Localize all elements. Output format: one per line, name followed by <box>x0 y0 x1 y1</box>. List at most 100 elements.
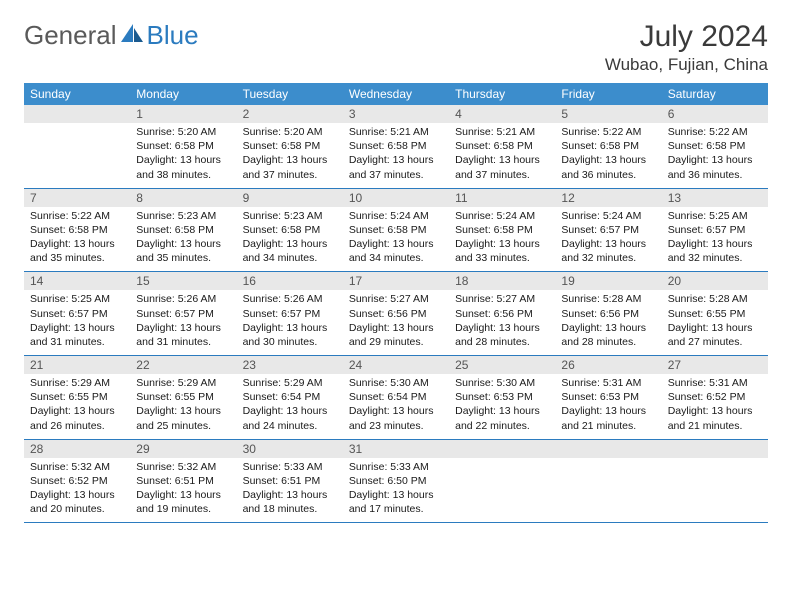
day-number: 20 <box>662 272 768 290</box>
calendar-cell <box>555 439 661 523</box>
calendar-cell: 16Sunrise: 5:26 AMSunset: 6:57 PMDayligh… <box>237 272 343 356</box>
weekday-header-row: Sunday Monday Tuesday Wednesday Thursday… <box>24 83 768 105</box>
calendar-cell: 5Sunrise: 5:22 AMSunset: 6:58 PMDaylight… <box>555 105 661 188</box>
day-content: Sunrise: 5:32 AMSunset: 6:52 PMDaylight:… <box>24 458 130 523</box>
day-content: Sunrise: 5:20 AMSunset: 6:58 PMDaylight:… <box>130 123 236 188</box>
weekday-header: Monday <box>130 83 236 105</box>
day-content: Sunrise: 5:23 AMSunset: 6:58 PMDaylight:… <box>237 207 343 272</box>
calendar-cell: 14Sunrise: 5:25 AMSunset: 6:57 PMDayligh… <box>24 272 130 356</box>
day-number: 25 <box>449 356 555 374</box>
calendar-cell: 10Sunrise: 5:24 AMSunset: 6:58 PMDayligh… <box>343 188 449 272</box>
day-number: 1 <box>130 105 236 123</box>
day-number: 11 <box>449 189 555 207</box>
calendar-cell: 29Sunrise: 5:32 AMSunset: 6:51 PMDayligh… <box>130 439 236 523</box>
calendar-cell: 3Sunrise: 5:21 AMSunset: 6:58 PMDaylight… <box>343 105 449 188</box>
calendar-week-row: 28Sunrise: 5:32 AMSunset: 6:52 PMDayligh… <box>24 439 768 523</box>
calendar-cell: 20Sunrise: 5:28 AMSunset: 6:55 PMDayligh… <box>662 272 768 356</box>
calendar-cell: 30Sunrise: 5:33 AMSunset: 6:51 PMDayligh… <box>237 439 343 523</box>
calendar-cell: 8Sunrise: 5:23 AMSunset: 6:58 PMDaylight… <box>130 188 236 272</box>
day-number: 3 <box>343 105 449 123</box>
day-number: 17 <box>343 272 449 290</box>
calendar-cell: 15Sunrise: 5:26 AMSunset: 6:57 PMDayligh… <box>130 272 236 356</box>
day-number: 18 <box>449 272 555 290</box>
weekday-header: Friday <box>555 83 661 105</box>
calendar-cell <box>662 439 768 523</box>
day-content: Sunrise: 5:27 AMSunset: 6:56 PMDaylight:… <box>449 290 555 355</box>
day-content: Sunrise: 5:29 AMSunset: 6:55 PMDaylight:… <box>130 374 236 439</box>
calendar-cell: 4Sunrise: 5:21 AMSunset: 6:58 PMDaylight… <box>449 105 555 188</box>
calendar-cell: 1Sunrise: 5:20 AMSunset: 6:58 PMDaylight… <box>130 105 236 188</box>
calendar-cell <box>24 105 130 188</box>
calendar-cell <box>449 439 555 523</box>
day-number: 22 <box>130 356 236 374</box>
day-content: Sunrise: 5:30 AMSunset: 6:54 PMDaylight:… <box>343 374 449 439</box>
day-content: Sunrise: 5:26 AMSunset: 6:57 PMDaylight:… <box>237 290 343 355</box>
day-content: Sunrise: 5:29 AMSunset: 6:54 PMDaylight:… <box>237 374 343 439</box>
header: General Blue July 2024 Wubao, Fujian, Ch… <box>24 20 768 75</box>
calendar-cell: 18Sunrise: 5:27 AMSunset: 6:56 PMDayligh… <box>449 272 555 356</box>
weekday-header: Saturday <box>662 83 768 105</box>
day-content <box>24 123 130 187</box>
day-content: Sunrise: 5:33 AMSunset: 6:51 PMDaylight:… <box>237 458 343 523</box>
calendar-cell: 2Sunrise: 5:20 AMSunset: 6:58 PMDaylight… <box>237 105 343 188</box>
day-number: 28 <box>24 440 130 458</box>
calendar-cell: 21Sunrise: 5:29 AMSunset: 6:55 PMDayligh… <box>24 356 130 440</box>
day-content: Sunrise: 5:27 AMSunset: 6:56 PMDaylight:… <box>343 290 449 355</box>
day-content: Sunrise: 5:22 AMSunset: 6:58 PMDaylight:… <box>555 123 661 188</box>
day-content: Sunrise: 5:31 AMSunset: 6:52 PMDaylight:… <box>662 374 768 439</box>
day-content: Sunrise: 5:21 AMSunset: 6:58 PMDaylight:… <box>449 123 555 188</box>
calendar-cell: 9Sunrise: 5:23 AMSunset: 6:58 PMDaylight… <box>237 188 343 272</box>
location: Wubao, Fujian, China <box>605 55 768 75</box>
month-title: July 2024 <box>605 20 768 53</box>
day-number: 13 <box>662 189 768 207</box>
day-number: 2 <box>237 105 343 123</box>
day-content: Sunrise: 5:24 AMSunset: 6:58 PMDaylight:… <box>449 207 555 272</box>
calendar-week-row: 7Sunrise: 5:22 AMSunset: 6:58 PMDaylight… <box>24 188 768 272</box>
calendar-body: 1Sunrise: 5:20 AMSunset: 6:58 PMDaylight… <box>24 105 768 523</box>
day-content: Sunrise: 5:29 AMSunset: 6:55 PMDaylight:… <box>24 374 130 439</box>
calendar-cell: 23Sunrise: 5:29 AMSunset: 6:54 PMDayligh… <box>237 356 343 440</box>
day-content: Sunrise: 5:22 AMSunset: 6:58 PMDaylight:… <box>662 123 768 188</box>
day-content: Sunrise: 5:25 AMSunset: 6:57 PMDaylight:… <box>662 207 768 272</box>
day-content: Sunrise: 5:25 AMSunset: 6:57 PMDaylight:… <box>24 290 130 355</box>
logo: General Blue <box>24 20 199 51</box>
day-number: 7 <box>24 189 130 207</box>
calendar-cell: 6Sunrise: 5:22 AMSunset: 6:58 PMDaylight… <box>662 105 768 188</box>
day-content <box>662 458 768 522</box>
day-content: Sunrise: 5:24 AMSunset: 6:57 PMDaylight:… <box>555 207 661 272</box>
day-content: Sunrise: 5:28 AMSunset: 6:55 PMDaylight:… <box>662 290 768 355</box>
day-number: 29 <box>130 440 236 458</box>
day-number: 10 <box>343 189 449 207</box>
day-number: 30 <box>237 440 343 458</box>
day-number: 19 <box>555 272 661 290</box>
calendar-cell: 26Sunrise: 5:31 AMSunset: 6:53 PMDayligh… <box>555 356 661 440</box>
title-block: July 2024 Wubao, Fujian, China <box>605 20 768 75</box>
day-content <box>555 458 661 522</box>
day-number: 31 <box>343 440 449 458</box>
day-number: 8 <box>130 189 236 207</box>
calendar-week-row: 1Sunrise: 5:20 AMSunset: 6:58 PMDaylight… <box>24 105 768 188</box>
calendar-table: Sunday Monday Tuesday Wednesday Thursday… <box>24 83 768 523</box>
day-content: Sunrise: 5:33 AMSunset: 6:50 PMDaylight:… <box>343 458 449 523</box>
day-content: Sunrise: 5:20 AMSunset: 6:58 PMDaylight:… <box>237 123 343 188</box>
day-number: 23 <box>237 356 343 374</box>
weekday-header: Wednesday <box>343 83 449 105</box>
day-content: Sunrise: 5:28 AMSunset: 6:56 PMDaylight:… <box>555 290 661 355</box>
calendar-cell: 11Sunrise: 5:24 AMSunset: 6:58 PMDayligh… <box>449 188 555 272</box>
weekday-header: Thursday <box>449 83 555 105</box>
calendar-cell: 27Sunrise: 5:31 AMSunset: 6:52 PMDayligh… <box>662 356 768 440</box>
calendar-cell: 25Sunrise: 5:30 AMSunset: 6:53 PMDayligh… <box>449 356 555 440</box>
day-content: Sunrise: 5:26 AMSunset: 6:57 PMDaylight:… <box>130 290 236 355</box>
logo-text-blue: Blue <box>147 20 199 51</box>
calendar-cell: 28Sunrise: 5:32 AMSunset: 6:52 PMDayligh… <box>24 439 130 523</box>
day-number: 24 <box>343 356 449 374</box>
day-number <box>449 440 555 458</box>
calendar-cell: 17Sunrise: 5:27 AMSunset: 6:56 PMDayligh… <box>343 272 449 356</box>
day-number: 21 <box>24 356 130 374</box>
day-content: Sunrise: 5:30 AMSunset: 6:53 PMDaylight:… <box>449 374 555 439</box>
weekday-header: Tuesday <box>237 83 343 105</box>
day-number: 12 <box>555 189 661 207</box>
day-number: 26 <box>555 356 661 374</box>
day-content: Sunrise: 5:21 AMSunset: 6:58 PMDaylight:… <box>343 123 449 188</box>
day-number: 15 <box>130 272 236 290</box>
